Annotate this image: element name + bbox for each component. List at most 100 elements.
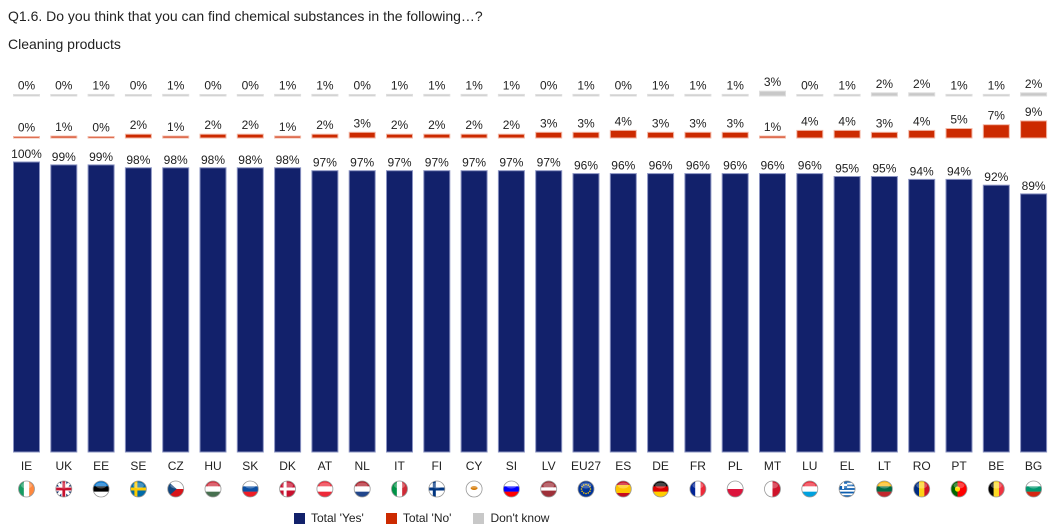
category-label-pl: PL xyxy=(728,459,743,473)
bar-dont-know-ee xyxy=(87,93,115,97)
label-yes-pl: 96% xyxy=(723,159,747,173)
label-no-lt: 3% xyxy=(876,116,894,130)
bar-yes-sk xyxy=(236,167,264,453)
label-dont-know-sk: 0% xyxy=(242,79,260,93)
bar-yes-ro xyxy=(908,178,936,453)
flag-icon-ie xyxy=(18,480,35,498)
legend-label-dont-know: Don't know xyxy=(490,511,550,525)
label-yes-se: 98% xyxy=(126,153,150,167)
bar-dont-know-se xyxy=(124,94,152,97)
bar-dont-know-bg xyxy=(1020,92,1048,97)
label-dont-know-eu27: 1% xyxy=(577,78,595,92)
label-dont-know-be: 1% xyxy=(988,78,1006,92)
category-label-eu27: EU27 xyxy=(571,459,601,473)
label-yes-cy: 97% xyxy=(462,156,486,170)
bar-no-be xyxy=(982,124,1010,139)
label-yes-el: 95% xyxy=(835,162,859,176)
bar-dont-know-lt xyxy=(870,92,898,97)
bar-dont-know-cz xyxy=(162,93,190,97)
legend-label-no: Total 'No' xyxy=(402,511,452,525)
legend-swatch-yes xyxy=(294,512,305,524)
label-dont-know-nl: 0% xyxy=(354,79,372,93)
flag-icon-uk xyxy=(55,480,73,498)
bar-yes-el xyxy=(833,176,861,453)
bar-yes-ie xyxy=(13,161,40,453)
bar-dont-know-fi xyxy=(423,93,451,97)
label-yes-mt: 96% xyxy=(760,159,784,173)
label-no-it: 2% xyxy=(391,118,409,132)
label-no-cz: 1% xyxy=(167,120,185,134)
label-no-pt: 5% xyxy=(950,113,968,127)
category-label-sk: SK xyxy=(242,459,258,473)
bar-yes-ee xyxy=(87,164,115,453)
bar-dont-know-mt xyxy=(759,90,786,97)
legend-label-yes: Total 'Yes' xyxy=(311,511,364,525)
category-label-lt: LT xyxy=(878,459,892,473)
label-no-cy: 2% xyxy=(465,118,483,132)
bar-no-hu xyxy=(199,133,227,139)
label-no-mt: 1% xyxy=(764,120,782,134)
flag-icon-mt xyxy=(764,480,781,498)
flag-icon-lv xyxy=(540,480,558,498)
bar-yes-hu xyxy=(199,167,227,453)
label-dont-know-lt: 2% xyxy=(876,77,894,91)
bar-no-si xyxy=(497,133,525,139)
category-label-lu: LU xyxy=(802,459,817,473)
flag-icon-ro xyxy=(913,480,931,498)
label-no-ro: 4% xyxy=(913,114,931,128)
category-label-ro: RO xyxy=(913,459,931,473)
bar-no-bg xyxy=(1020,120,1048,139)
flag-icon-se xyxy=(129,480,147,498)
bar-dont-know-it xyxy=(386,93,413,97)
label-dont-know-it: 1% xyxy=(391,78,409,92)
bar-no-se xyxy=(124,133,152,139)
bar-yes-eu27 xyxy=(572,173,600,453)
bar-dont-know-uk xyxy=(50,94,78,97)
bar-no-es xyxy=(609,129,637,139)
bar-no-lt xyxy=(870,131,898,139)
category-label-ee: EE xyxy=(93,459,109,473)
bar-yes-cy xyxy=(460,170,488,453)
flag-icon-pt xyxy=(950,480,968,498)
label-dont-know-el: 1% xyxy=(838,78,856,92)
label-dont-know-pl: 1% xyxy=(727,78,745,92)
bar-no-fi xyxy=(423,133,451,139)
label-dont-know-ee: 1% xyxy=(92,78,110,92)
category-label-mt: MT xyxy=(764,459,782,473)
label-yes-cz: 98% xyxy=(164,153,188,167)
label-yes-uk: 99% xyxy=(52,150,76,164)
label-no-de: 3% xyxy=(652,116,670,130)
bar-no-lv xyxy=(535,131,563,139)
legend-swatch-no xyxy=(385,512,397,524)
label-dont-know-pt: 1% xyxy=(950,78,968,92)
label-yes-eu27: 96% xyxy=(574,159,598,173)
bar-yes-se xyxy=(124,167,152,453)
category-label-nl: NL xyxy=(355,459,371,473)
label-yes-hu: 98% xyxy=(201,153,225,167)
bar-no-pt xyxy=(945,128,973,139)
flag-icon-bg xyxy=(1025,480,1042,498)
bar-dont-know-lu xyxy=(796,94,824,97)
flag-icon-es xyxy=(614,480,632,498)
bar-no-cy xyxy=(460,133,488,139)
flag-icon-fi xyxy=(428,480,446,498)
bar-dont-know-nl xyxy=(348,94,376,97)
label-no-se: 2% xyxy=(130,118,148,132)
bar-no-de xyxy=(647,131,675,139)
label-no-si: 2% xyxy=(503,118,521,132)
flag-icon-si xyxy=(502,480,520,498)
label-no-at: 2% xyxy=(316,118,334,132)
label-yes-si: 97% xyxy=(499,156,523,170)
bar-yes-cz xyxy=(162,167,190,453)
label-yes-lt: 95% xyxy=(872,162,896,176)
category-label-es: ES xyxy=(615,459,631,473)
label-dont-know-de: 1% xyxy=(652,78,670,92)
label-yes-ro: 94% xyxy=(910,164,934,178)
bar-dont-know-hu xyxy=(199,94,227,97)
category-label-be: BE xyxy=(988,459,1004,473)
category-label-it: IT xyxy=(394,459,405,473)
label-dont-know-ro: 2% xyxy=(913,77,931,91)
bar-yes-nl xyxy=(348,170,376,453)
flag-icon-dk xyxy=(279,480,297,498)
bar-yes-bg xyxy=(1020,193,1048,453)
